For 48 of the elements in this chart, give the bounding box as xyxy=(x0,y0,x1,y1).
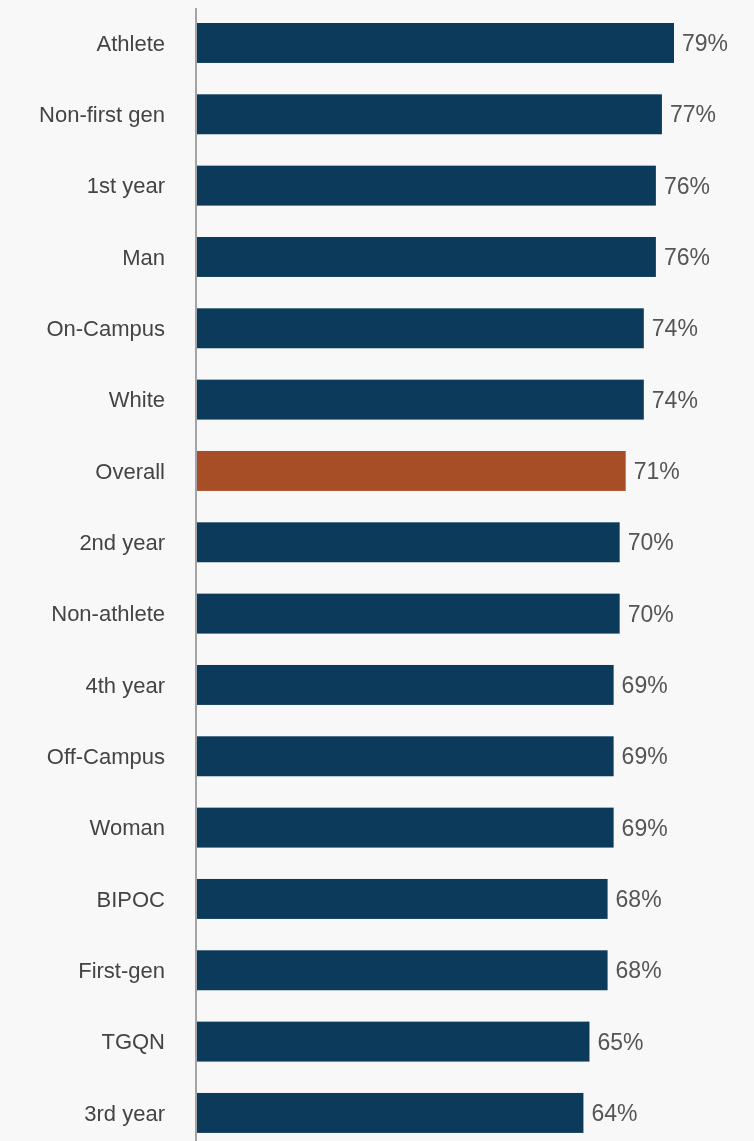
y-tick-label: White xyxy=(108,387,165,413)
bar xyxy=(197,878,608,919)
bar xyxy=(197,165,656,206)
data-label: 70% xyxy=(627,600,674,627)
y-tick-label: On-Campus xyxy=(46,315,165,341)
data-label: 64% xyxy=(591,1099,638,1126)
bar xyxy=(197,236,656,277)
bar xyxy=(197,22,674,63)
y-tick-label: 1st year xyxy=(86,173,165,199)
data-label: 65% xyxy=(597,1028,644,1055)
y-tick-label: 4th year xyxy=(85,672,165,698)
data-label: 69% xyxy=(621,814,668,841)
y-tick-label: BIPOC xyxy=(96,886,166,912)
y-tick-label: 2nd year xyxy=(79,529,165,555)
data-label: 76% xyxy=(663,172,710,199)
data-label: 77% xyxy=(669,101,716,128)
data-label: 76% xyxy=(663,244,710,271)
bar xyxy=(197,1021,590,1062)
y-tick-label: First-gen xyxy=(78,957,165,983)
data-label: 69% xyxy=(621,672,668,698)
bar xyxy=(197,736,614,777)
y-tick-label: Off-Campus xyxy=(46,743,165,769)
data-label: 68% xyxy=(615,957,662,984)
y-tick-label: Man xyxy=(122,244,165,270)
bar xyxy=(197,450,626,491)
y-tick-label: Overall xyxy=(95,458,165,484)
data-label: 74% xyxy=(651,315,698,342)
bar xyxy=(197,308,644,349)
bar xyxy=(197,522,620,563)
bar xyxy=(197,807,614,848)
y-tick-label: TGQN xyxy=(101,1029,165,1055)
bar xyxy=(197,1092,584,1133)
data-label: 70% xyxy=(627,529,674,556)
data-label: 68% xyxy=(615,885,662,912)
bar xyxy=(197,94,662,135)
data-label: 71% xyxy=(633,458,680,484)
bar xyxy=(197,379,644,420)
bar xyxy=(197,593,620,634)
y-tick-label: 3rd year xyxy=(84,1100,165,1126)
data-label: 74% xyxy=(651,386,698,413)
data-label: 79% xyxy=(682,30,729,57)
y-tick-label: Woman xyxy=(89,815,165,841)
bar xyxy=(197,664,614,705)
bar xyxy=(197,950,608,991)
y-tick-label: Non-athlete xyxy=(51,601,165,627)
y-tick-label: Non-first gen xyxy=(39,102,165,127)
y-tick-label: Athlete xyxy=(96,30,165,56)
data-label: 69% xyxy=(621,743,668,770)
